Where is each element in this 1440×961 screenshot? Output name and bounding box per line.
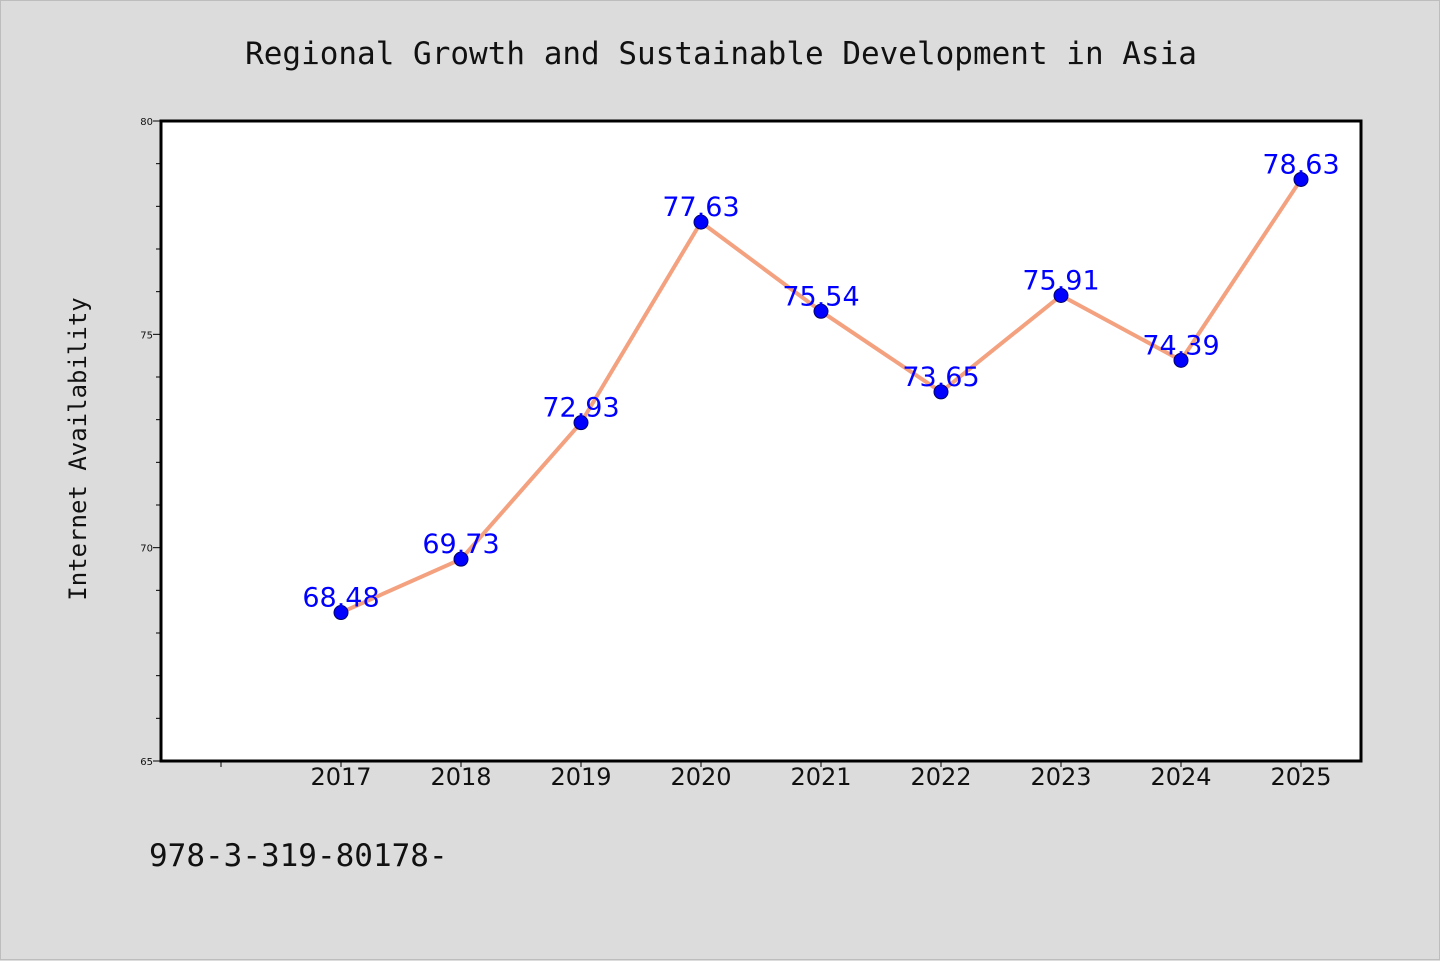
data-point xyxy=(333,605,349,621)
y-tick-label: 70 xyxy=(140,544,153,555)
data-point xyxy=(1053,288,1069,304)
x-tick-label: 2019 xyxy=(550,763,611,791)
plot-area xyxy=(159,119,1363,763)
data-point xyxy=(453,551,469,567)
data-point xyxy=(933,384,949,400)
x-tick-label: 2023 xyxy=(1030,763,1091,791)
footer-code: 978-3-319-80178- xyxy=(149,838,448,874)
data-point xyxy=(1173,352,1189,368)
data-point xyxy=(693,214,709,230)
data-point xyxy=(573,415,589,431)
data-label: 78.63 xyxy=(1262,149,1339,180)
x-tick-label: 2022 xyxy=(910,763,971,791)
x-axis: 2017 2018 2019 2020 2021 2022 2023 2024 2025 xyxy=(220,761,1332,791)
y-tick-label: 80 xyxy=(140,117,153,128)
y-axis-label: Internet Availability xyxy=(64,297,92,600)
x-tick-label: 2018 xyxy=(430,763,491,791)
y-tick-label: 65 xyxy=(140,757,153,768)
y-tick-label: 75 xyxy=(140,330,153,341)
y-axis: 65 70 75 80 xyxy=(140,117,161,768)
data-label: 68.48 xyxy=(302,583,379,614)
data-point xyxy=(1293,171,1309,187)
series-group xyxy=(333,171,1309,621)
chart-title: Regional Growth and Sustainable Developm… xyxy=(245,36,1197,72)
data-label: 73.65 xyxy=(902,362,979,393)
data-label: 74.39 xyxy=(1142,330,1219,361)
data-label: 75.54 xyxy=(782,281,859,312)
data-labels: 68.48 69.73 72.93 77.63 75.54 73.65 75.91 74.39… xyxy=(302,149,1339,613)
data-label: 69.73 xyxy=(422,529,499,560)
x-tick-label: 2025 xyxy=(1270,763,1331,791)
data-label: 72.93 xyxy=(542,393,619,424)
data-point xyxy=(813,303,829,319)
data-label: 77.63 xyxy=(662,192,739,223)
x-tick-label: 2021 xyxy=(790,763,851,791)
x-tick-label: 2017 xyxy=(310,763,371,791)
x-tick-label: 2024 xyxy=(1150,763,1211,791)
x-tick-label: 2020 xyxy=(670,763,731,791)
data-label: 75.91 xyxy=(1022,266,1099,297)
